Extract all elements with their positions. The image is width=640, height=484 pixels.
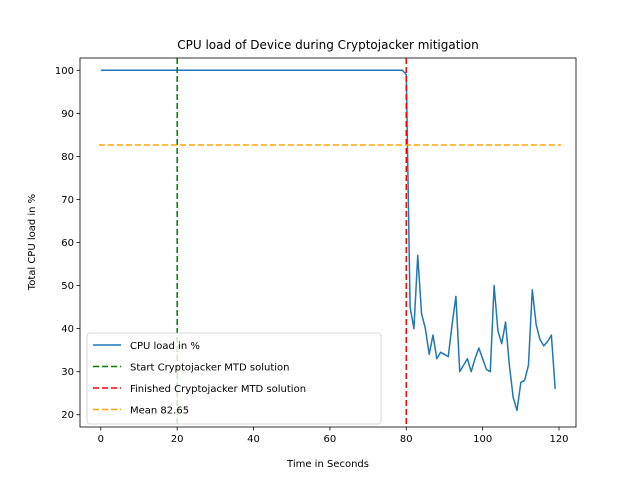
- x-axis-label: Time in Seconds: [286, 459, 369, 470]
- series-line-cpu-load-in: [100, 69, 556, 412]
- x-tick-label: 120: [549, 434, 568, 445]
- legend-label-finished-cryptojacker-mtd-solution: Finished Cryptojacker MTD solution: [130, 384, 306, 395]
- y-tick-label: 60: [61, 238, 74, 249]
- x-tick-label: 40: [247, 434, 260, 445]
- y-tick-label: 80: [61, 152, 74, 163]
- x-tick-label: 0: [98, 434, 104, 445]
- axes: 0 20 40 60 80 100 120 20 30 40 50 60 70 80 90 100: [55, 57, 577, 445]
- x-tick-label: 80: [400, 434, 413, 445]
- legend: CPU load in % Start Cryptojacker MTD solu…: [86, 332, 382, 425]
- y-tick-label: 40: [61, 324, 74, 335]
- chart-title: CPU load of Device during Cryptojacker m…: [177, 38, 478, 52]
- y-tick-label: 30: [61, 367, 74, 378]
- legend-label-cpu-load-in: CPU load in %: [130, 341, 200, 352]
- x-tick-label: 20: [171, 434, 184, 445]
- y-tick-label: 70: [61, 195, 74, 206]
- x-tick-label: 100: [473, 434, 492, 445]
- y-tick-label: 20: [61, 410, 74, 421]
- y-tick-label: 90: [61, 109, 74, 120]
- y-tick-label: 100: [55, 66, 74, 77]
- y-axis-label: Total CPU load in %: [27, 194, 38, 291]
- x-tick-label: 60: [324, 434, 337, 445]
- y-tick-label: 50: [61, 281, 74, 292]
- legend-box: [86, 332, 382, 425]
- legend-label-start-cryptojacker-mtd-solution: Start Cryptojacker MTD solution: [130, 363, 290, 374]
- legend-label-mean-82-65: Mean 82.65: [130, 406, 189, 417]
